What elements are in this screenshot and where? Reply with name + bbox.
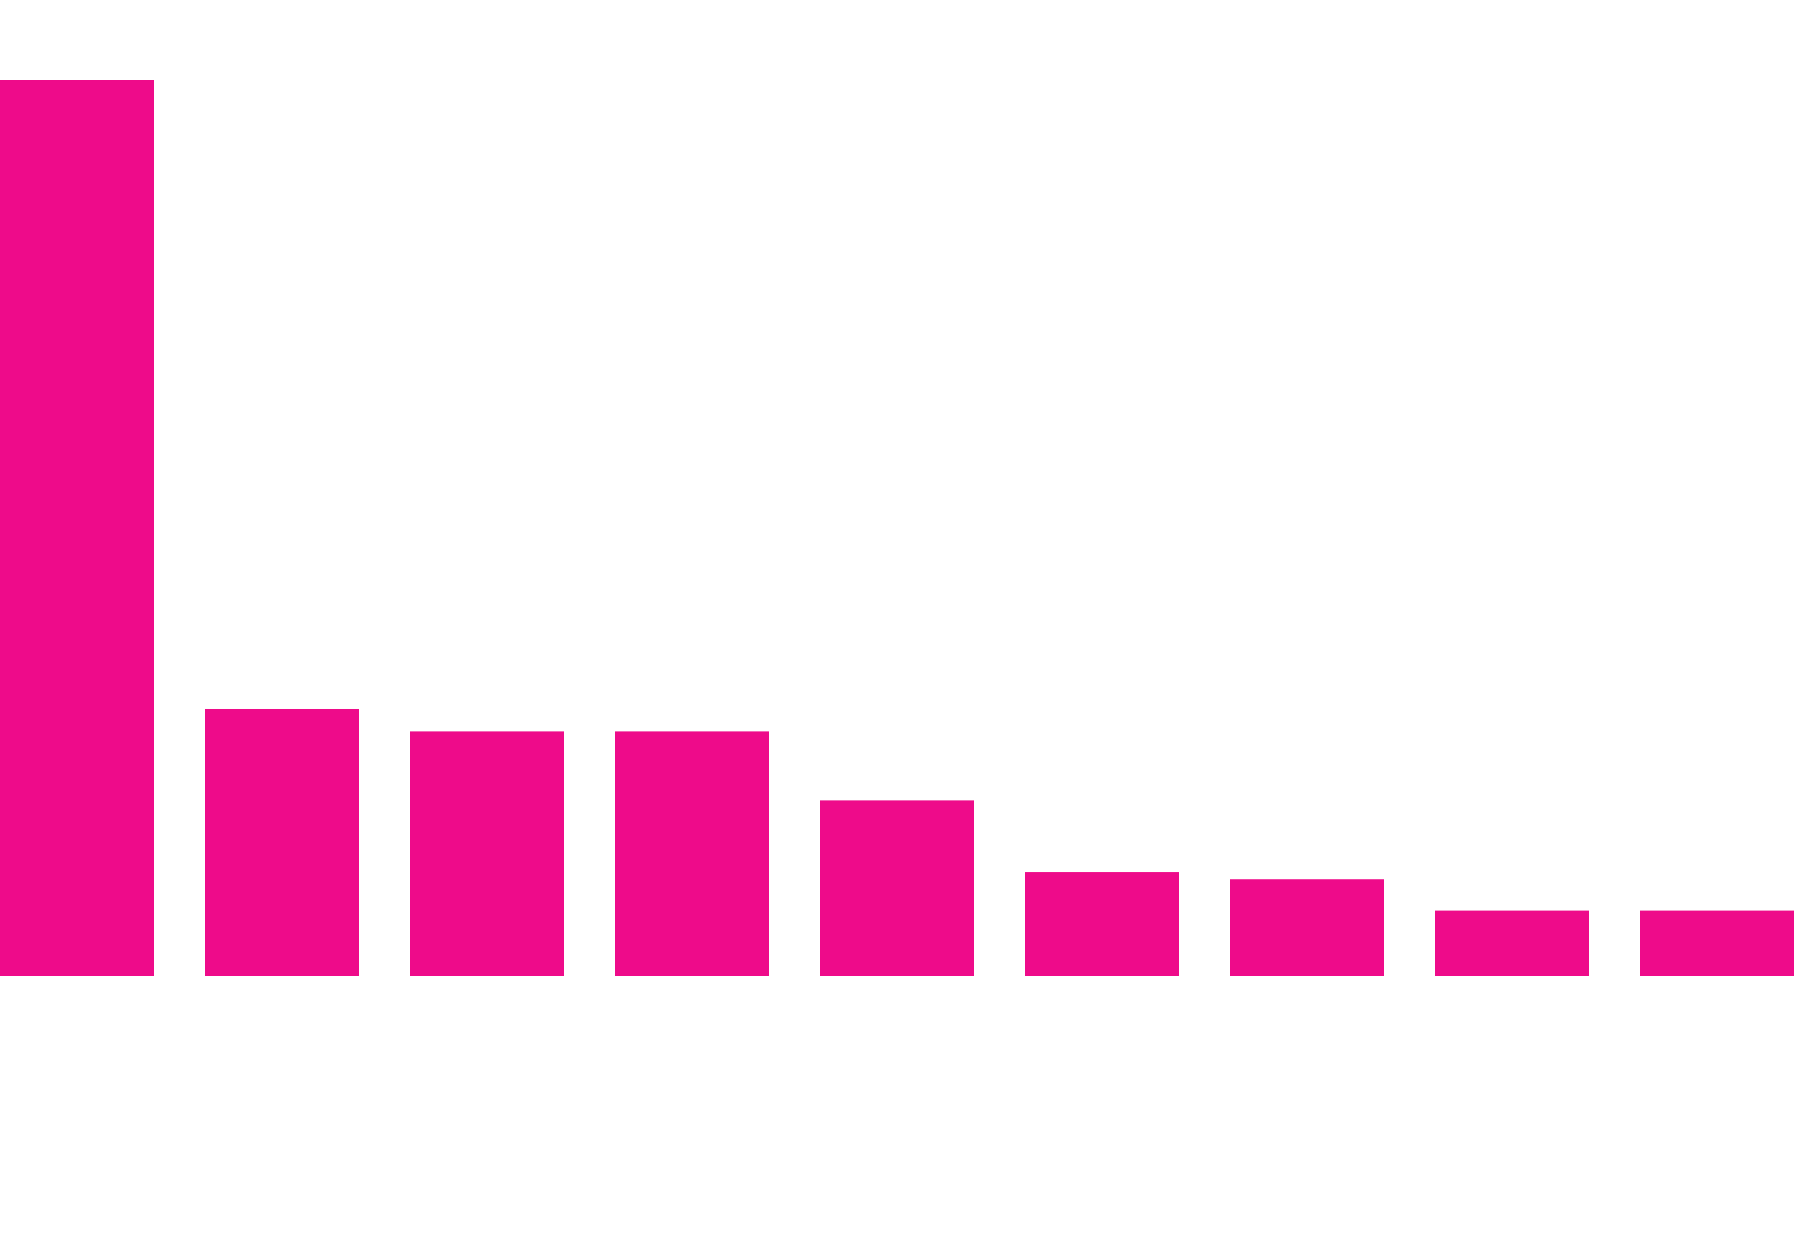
bar-5 — [820, 800, 974, 976]
bar-2 — [205, 708, 359, 976]
bar-7 — [1230, 879, 1384, 976]
bar-6 — [1025, 872, 1179, 976]
bar-8 — [1435, 910, 1589, 976]
bar-9 — [1640, 910, 1794, 976]
bar-1 — [0, 80, 154, 976]
bar-4 — [615, 731, 769, 976]
bars-group — [0, 80, 1794, 976]
bar-3 — [410, 731, 564, 976]
